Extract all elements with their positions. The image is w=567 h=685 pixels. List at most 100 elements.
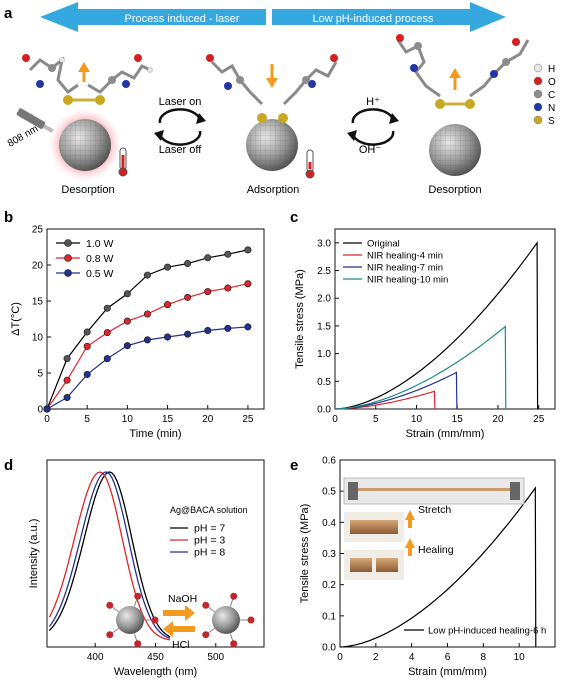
ligand-head [202,631,210,639]
legend-label: pH = 7 [194,523,225,535]
naoh-arrow-icon [163,605,195,621]
atom-legend-swatch [533,63,543,73]
atom-legend-label: S [548,116,555,127]
x-tick-label: 10 [411,414,423,425]
oh-minus-label: OH⁻ [359,144,382,156]
x-tick-label: 2 [373,652,379,663]
atom-legend-label: N [548,103,555,114]
y-axis-label: Tensile stress (MPa) [299,504,311,604]
molecule-chain [396,39,530,98]
ph-reversible-arrow: H⁺ OH⁻ [347,96,399,156]
data-point [123,290,131,298]
data-point [63,376,71,384]
stretched-film-strip [352,488,512,491]
x-tick-label: 25 [533,414,545,425]
y-tick-label: 2.0 [317,294,331,305]
y-tick-label: 5 [37,369,43,380]
y-tick-label: 0.2 [322,580,336,591]
x-axis-label: Strain (mm/mm) [408,666,487,678]
chart-b-heating-curves: 0 5 10 15 20 25 0 5 10 15 20 25 Time (min) ΔT(°C) 1.0 … [10,225,265,440]
legend-title: Ag@BACA solution [170,505,248,515]
stretch-label: Stretch [418,504,451,516]
legend-label: NIR healing-4 min [367,251,443,262]
panel-b: b 0 5 10 15 20 25 0 5 10 15 20 25 Time (min) ΔT(°C) 1.… [4,209,265,440]
y-tick-label: 0.5 [317,377,331,388]
clamp-left [348,482,358,500]
data-point [244,246,252,254]
legend-label: NIR healing-10 min [367,275,448,286]
y-tick-label: 0.1 [322,611,336,622]
data-point [184,330,192,338]
x-tick-label: 15 [452,414,464,425]
data-point [83,342,91,350]
atom-legend-label: O [548,77,556,88]
panel-d: d 400 450 500 Wavelength (nm) Intensity (a.u… [4,457,265,678]
legend-label: 0.8 W [86,253,114,265]
atom-legend-swatch [533,102,543,112]
x-tick-label: 10 [514,652,526,663]
data-point [184,260,192,268]
atom-legend-label: C [548,90,555,101]
panel-c: c 0 5 10 15 20 25 0.0 0.5 1.0 1.5 2.0 2.5 3.0 Strain … [290,209,556,440]
legend-marker [64,239,72,247]
data-point [184,293,192,301]
y-tick-label: 3.0 [317,238,331,249]
molecule-chain [28,56,151,95]
y-tick-label: 0 [37,405,43,416]
plot-frame [46,228,265,410]
spectrum-0 [48,471,171,638]
y-tick-label: 10 [32,333,44,344]
y-tick-label: 15 [32,297,44,308]
panel-label-c: c [290,209,298,226]
data-point [143,310,151,318]
data-point [83,328,91,336]
data-point [143,271,151,279]
panel-label-e: e [290,457,298,474]
y-tick-label: 0.6 [322,456,336,467]
clamp-right [510,482,520,500]
legend-label: 0.5 W [86,268,114,280]
x-tick-label: 0 [332,414,338,425]
x-tick-label: 20 [492,414,504,425]
data-point [204,254,212,262]
laser-fiber-icon [16,108,54,133]
data-point [224,250,232,258]
data-point [204,288,212,296]
x-tick-label: 0 [337,652,343,663]
state-label-1: Desorption [61,184,114,196]
ligand-head [230,592,238,600]
data-point [224,284,232,292]
nanoparticle-icon [212,606,240,634]
naoh-label: NaOH [168,593,197,605]
y-axis-label: Intensity (a.u.) [28,519,40,589]
ligand-head [151,616,159,624]
curve-3 [334,325,507,410]
healing-arrow-icon [405,538,415,556]
x-tick-label: 10 [122,414,134,425]
hcl-label: HCl [172,639,190,651]
healing-label: Healing [418,544,454,556]
data-point [83,370,91,378]
data-point [123,342,131,350]
data-point [103,304,111,312]
x-tick-label: 400 [87,652,104,663]
x-tick-label: 5 [84,414,90,425]
y-tick-label: 2.5 [317,266,331,277]
legend-marker [64,269,72,277]
series-line-08W [46,283,249,410]
x-tick-label: 6 [445,652,451,663]
legend-label: NIR healing-7 min [367,263,443,274]
y-tick-label: 20 [32,261,44,272]
legend-marker [64,254,72,262]
thermometer-icon [305,149,315,179]
left-desorption-schematic: 808 nm Desorption [6,54,153,196]
data-point [204,327,212,335]
curve-2 [335,371,458,410]
data-point [224,324,232,332]
data-point [244,323,252,331]
ligand-head [134,592,142,600]
legend-label: pH = 8 [194,547,225,559]
ligand-head [230,640,238,648]
panel-label-b: b [4,209,13,226]
legend-label: 1.0 W [86,238,114,250]
